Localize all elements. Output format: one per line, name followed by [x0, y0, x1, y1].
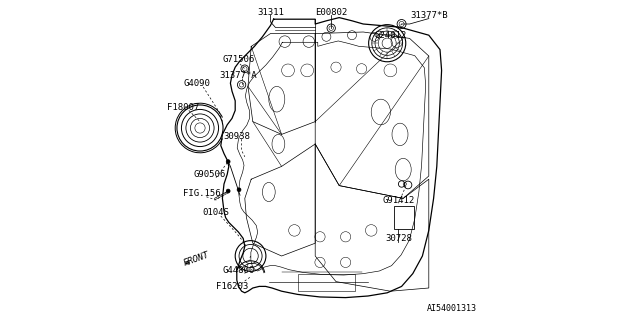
Text: E00802: E00802 [315, 8, 348, 17]
Bar [298, 274, 355, 291]
Text: 31377*A: 31377*A [220, 71, 257, 80]
Circle shape [227, 160, 230, 164]
Text: 30938: 30938 [223, 132, 250, 140]
Text: 31311: 31311 [257, 8, 284, 17]
Bar [394, 206, 415, 229]
Text: FRONT: FRONT [182, 250, 211, 268]
Text: F18007: F18007 [167, 103, 199, 112]
Text: 31377*B: 31377*B [410, 11, 447, 20]
Text: 0104S: 0104S [203, 208, 229, 217]
Text: G90506: G90506 [193, 170, 226, 179]
Text: FIG.156: FIG.156 [183, 189, 220, 198]
Text: G24012: G24012 [374, 31, 406, 40]
Text: G91412: G91412 [382, 196, 415, 204]
Text: F16203: F16203 [216, 282, 248, 291]
Circle shape [237, 188, 241, 192]
Text: G4090: G4090 [184, 79, 210, 88]
Circle shape [227, 189, 230, 193]
Text: G44800: G44800 [222, 266, 255, 275]
Text: AI54001313: AI54001313 [427, 304, 477, 313]
Text: G71506: G71506 [222, 55, 255, 64]
Text: 30728: 30728 [385, 234, 412, 243]
